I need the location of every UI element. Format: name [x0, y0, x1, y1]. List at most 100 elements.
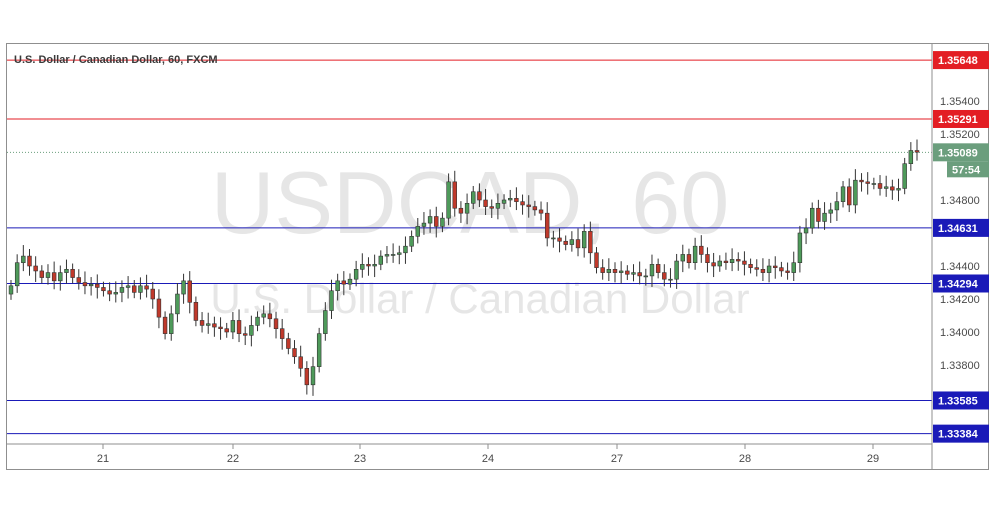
y-tick-label: 1.34800 [940, 195, 980, 207]
x-tick-label: 27 [611, 453, 623, 465]
candle [107, 282, 112, 302]
candle [193, 296, 199, 327]
candle [76, 269, 82, 290]
price-axis[interactable]: 1.35400 1.35200 1.34800 1.34400 1.34200 1.340… [940, 96, 980, 372]
candle-body [736, 259, 741, 262]
price-tags: 1.35648 1.35291 1.34631 1.34294 1.33585 1.333… [933, 51, 989, 443]
candle-body [588, 231, 593, 254]
candle-body [711, 262, 716, 267]
candle-body [218, 326, 223, 329]
candle-body [822, 212, 827, 222]
candle [569, 231, 575, 252]
candle-body [409, 236, 414, 247]
candle [236, 309, 242, 343]
candle [175, 282, 180, 323]
candle [520, 194, 525, 215]
last-price-label: 1.35089 [938, 147, 978, 159]
candle-body [298, 356, 303, 369]
candle [557, 228, 562, 253]
candle-body [206, 323, 211, 326]
candle [27, 249, 32, 276]
candle [581, 224, 587, 258]
candle-body [655, 264, 661, 273]
candle-body [686, 254, 692, 263]
candle-body [329, 290, 334, 311]
candle-body [64, 268, 69, 273]
candle [292, 340, 297, 364]
candle-body [347, 278, 353, 285]
candle-body [810, 207, 815, 229]
candle-body [766, 265, 772, 273]
candle-body [840, 186, 846, 202]
candle-body [101, 287, 106, 292]
candle-body [70, 268, 75, 278]
candle-body [625, 270, 630, 275]
candle [329, 279, 334, 319]
candle [625, 265, 630, 281]
candle-body [452, 181, 457, 209]
candle-body [169, 313, 174, 334]
candle-body [138, 285, 143, 293]
candle [458, 201, 464, 223]
candle [594, 247, 599, 274]
candle [588, 221, 593, 264]
candle [883, 175, 889, 197]
candle [649, 254, 655, 287]
candle-body [76, 277, 82, 283]
x-tick-label: 24 [482, 453, 494, 465]
candle [600, 259, 605, 280]
x-tick-label: 21 [97, 453, 109, 465]
candle [853, 169, 858, 214]
candle-body [563, 240, 568, 245]
candle-body [729, 259, 735, 263]
candle-body [520, 201, 525, 206]
candle-body [760, 268, 766, 273]
candle [119, 280, 125, 303]
candle [212, 316, 217, 337]
candle [138, 277, 143, 300]
candle-body [618, 270, 624, 273]
candle [828, 202, 833, 223]
candle [335, 273, 340, 301]
candle [742, 251, 747, 276]
time-axis[interactable]: 21 22 23 24 27 28 29 [97, 444, 879, 465]
candle-body [846, 186, 852, 206]
candle [803, 218, 809, 245]
candle-body [908, 150, 914, 164]
y-tick-label: 1.35400 [940, 96, 980, 108]
candle [816, 199, 821, 229]
candle-body [335, 280, 340, 292]
candle-body [631, 272, 636, 275]
candle-body [45, 272, 51, 278]
candle [415, 217, 420, 244]
candle-body [674, 260, 679, 280]
candle-body [699, 245, 704, 255]
candle [526, 195, 531, 218]
candle-body [902, 163, 907, 189]
candle-body [304, 367, 310, 386]
candle-body [643, 275, 649, 278]
candle [680, 244, 686, 273]
candle-body [415, 226, 420, 237]
candle [440, 212, 445, 233]
candle [538, 201, 544, 221]
candle-body [471, 191, 476, 204]
candle [840, 181, 846, 208]
candle [341, 271, 347, 296]
candle-body [662, 272, 667, 280]
candle [162, 311, 168, 340]
candle-body [575, 239, 581, 249]
candle [403, 236, 408, 264]
candle-body [58, 272, 63, 282]
candle-body [378, 255, 384, 265]
candle-body [495, 203, 501, 209]
candle [754, 259, 759, 277]
candle [797, 225, 803, 273]
candle-body [310, 366, 316, 386]
candle-body [723, 260, 729, 263]
candle [544, 202, 550, 247]
candle [446, 173, 451, 226]
chart-title: U.S. Dollar / Canadian Dollar, 60, FXCM [14, 54, 218, 66]
candle-body [249, 325, 254, 336]
